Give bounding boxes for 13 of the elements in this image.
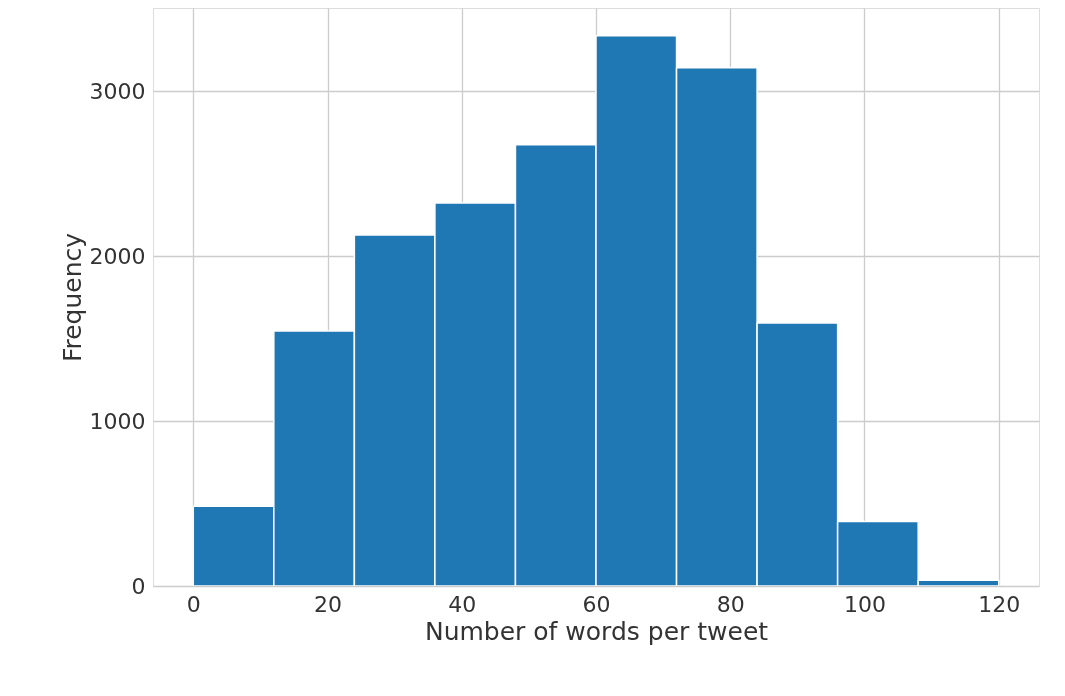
x-tick-label: 120 xyxy=(978,591,1021,617)
x-tick-label: 60 xyxy=(582,591,611,617)
y-tick-label: 3000 xyxy=(89,78,146,104)
x-axis-title: Number of words per tweet xyxy=(424,616,769,646)
x-tick-label: 20 xyxy=(314,591,343,617)
x-tick-label: 0 xyxy=(186,591,201,617)
x-tick-label: 100 xyxy=(843,591,886,617)
x-tick-label: 80 xyxy=(716,591,745,617)
y-tick-label: 1000 xyxy=(89,408,146,434)
x-tick-label: 40 xyxy=(448,591,477,617)
y-tick-label: 0 xyxy=(131,573,146,599)
y-tick-label: 2000 xyxy=(89,243,146,269)
y-axis-title: Frequency xyxy=(57,232,87,363)
